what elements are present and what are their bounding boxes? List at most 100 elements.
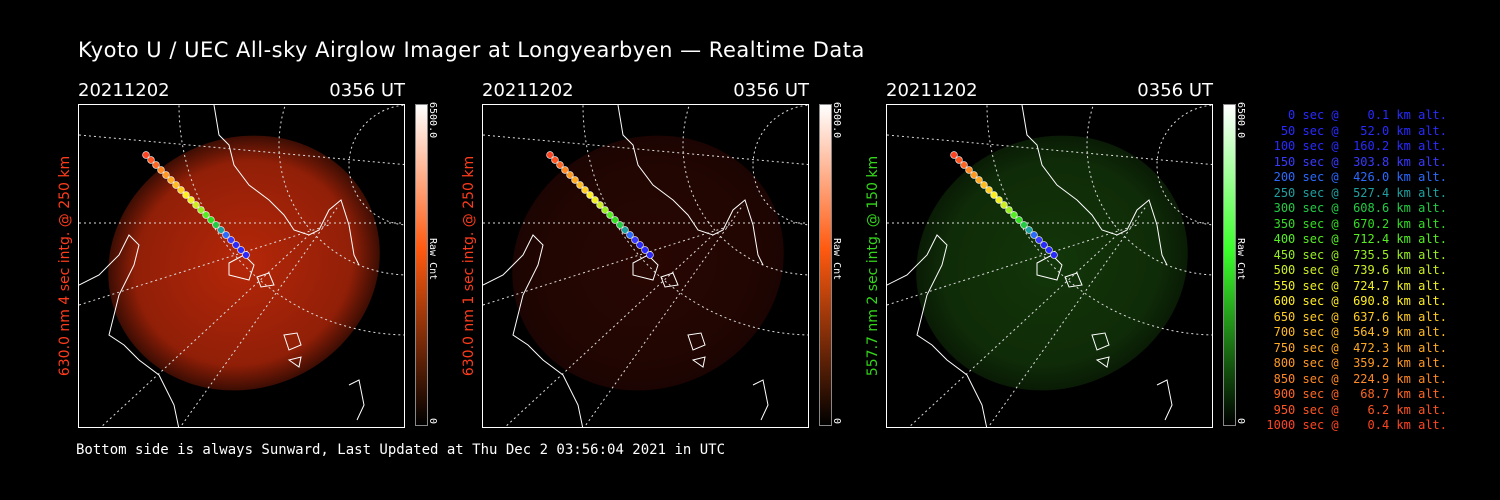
coastline	[1091, 332, 1173, 421]
panel-ylabel-text: 557.7 nm 2 sec intg. @ 150 km	[865, 155, 881, 377]
trajectory-point	[142, 151, 150, 159]
legend-row: 800 sec @ 359.2 km alt.	[1266, 356, 1447, 370]
legend-row: 650 sec @ 637.6 km alt.	[1266, 309, 1447, 324]
colorbar-max: 6500.0	[831, 102, 842, 139]
panel-ylabel: 630.0 nm 1 sec intg. @ 250 km	[458, 104, 480, 428]
trajectory-point	[965, 166, 973, 174]
trajectory-point	[631, 236, 639, 244]
island-outline	[632, 254, 679, 288]
trajectory-point	[601, 206, 609, 214]
meridian-line	[483, 224, 734, 306]
trajectory-point	[1020, 221, 1028, 229]
trajectory-point	[621, 226, 629, 234]
trajectory-point	[561, 166, 569, 174]
panel-ylabel: 630.0 nm 4 sec intg. @ 250 km	[54, 104, 76, 428]
colorbar-unit: Raw Cnt	[831, 238, 842, 281]
trajectory-point	[187, 196, 195, 204]
trajectory-point	[1000, 201, 1008, 209]
trajectory-point	[232, 241, 240, 249]
trajectory-point	[975, 176, 983, 184]
colorbar	[415, 104, 428, 426]
coastline	[283, 332, 365, 421]
trajectory-point	[162, 171, 170, 179]
trajectory-point	[586, 191, 594, 199]
panel-time: 0356 UT	[733, 80, 809, 101]
legend-row: 250 sec @ 527.4 km alt.	[1266, 185, 1447, 200]
trajectory-point	[576, 181, 584, 189]
trajectory-point	[646, 251, 654, 259]
coastline	[617, 105, 764, 266]
trajectory-point	[606, 211, 614, 219]
airglow-panel-630-1sec: 20211202 0356 UT 630.0 nm 1 sec intg. @ …	[461, 80, 882, 430]
island-outline	[228, 254, 275, 288]
airglow-panel-630-4sec: 20211202 0356 UT 630.0 nm 4 sec intg. @ …	[57, 80, 478, 430]
panel-ylabel-text: 630.0 nm 4 sec intg. @ 250 km	[57, 155, 73, 377]
trajectory-point	[1040, 241, 1048, 249]
trajectory-point	[222, 231, 230, 239]
legend-row: 350 sec @ 670.2 km alt.	[1266, 216, 1447, 231]
colorbar-min: 0	[1235, 418, 1246, 425]
trajectory-point	[980, 181, 988, 189]
coastline	[687, 332, 769, 421]
colorbar	[1223, 104, 1236, 426]
trajectory-point	[157, 166, 165, 174]
trajectory-point	[626, 231, 634, 239]
colorbar-max: 6500.0	[1235, 102, 1246, 139]
trajectory-point	[641, 246, 649, 254]
trajectory-point	[591, 196, 599, 204]
panel-time: 0356 UT	[329, 80, 405, 101]
colorbar-unit: Raw Cnt	[1235, 238, 1246, 281]
trajectory-point	[182, 191, 190, 199]
trajectory-point	[596, 201, 604, 209]
legend-row: 450 sec @ 735.5 km alt.	[1266, 247, 1447, 262]
allsky-image	[886, 104, 1213, 428]
airglow-disc	[916, 135, 1188, 391]
trajectory-point	[242, 251, 250, 259]
trajectory-point	[192, 201, 200, 209]
legend-row: 950 sec @ 6.2 km alt.	[1266, 402, 1447, 417]
trajectory-point	[152, 161, 160, 169]
trajectory-point	[950, 151, 958, 159]
trajectory-point	[636, 241, 644, 249]
legend-row: 550 sec @ 724.7 km alt.	[1266, 278, 1447, 293]
allsky-image	[78, 104, 405, 428]
legend-row: 200 sec @ 426.0 km alt.	[1266, 170, 1447, 184]
trajectory-point	[1045, 246, 1053, 254]
trajectory-point	[1010, 211, 1018, 219]
panel-ylabel-text: 630.0 nm 1 sec intg. @ 250 km	[461, 155, 477, 377]
meridian-line	[583, 204, 744, 427]
colorbar-min: 0	[427, 418, 438, 425]
trajectory-point	[1050, 251, 1058, 259]
trajectory-point	[990, 191, 998, 199]
trajectory-point	[551, 156, 559, 164]
coastline	[887, 234, 988, 427]
trajectory-point	[167, 176, 175, 184]
trajectory-point	[227, 236, 235, 244]
coastline	[213, 105, 360, 266]
legend-row: 1000 sec @ 0.4 km alt.	[1266, 418, 1447, 432]
page-title: Kyoto U / UEC All-sky Airglow Imager at …	[78, 38, 865, 62]
trajectory-point	[147, 156, 155, 164]
legend-row: 300 sec @ 608.6 km alt.	[1266, 201, 1447, 215]
meridian-line	[179, 204, 340, 427]
coastline	[79, 234, 180, 427]
legend-row: 700 sec @ 564.9 km alt.	[1266, 325, 1447, 339]
legend-row: 150 sec @ 303.8 km alt.	[1266, 154, 1447, 169]
trajectory-point	[616, 221, 624, 229]
meridian-line	[987, 204, 1148, 427]
colorbar	[819, 104, 832, 426]
trajectory-point	[217, 226, 225, 234]
legend-row: 400 sec @ 712.4 km alt.	[1266, 232, 1447, 246]
trajectory-point	[546, 151, 554, 159]
trajectory-point	[207, 216, 215, 224]
meridian-line	[79, 134, 404, 166]
legend-row: 750 sec @ 472.3 km alt.	[1266, 340, 1447, 355]
trajectory-point	[1015, 216, 1023, 224]
trajectory-legend: 0 sec @ 0.1 km alt. 50 sec @ 52.0 km alt…	[1262, 108, 1447, 434]
trajectory-point	[556, 161, 564, 169]
meridian-line	[887, 224, 1138, 306]
allsky-image	[482, 104, 809, 428]
trajectory-point	[1025, 226, 1033, 234]
meridian-line	[483, 134, 808, 166]
trajectory-point	[571, 176, 579, 184]
